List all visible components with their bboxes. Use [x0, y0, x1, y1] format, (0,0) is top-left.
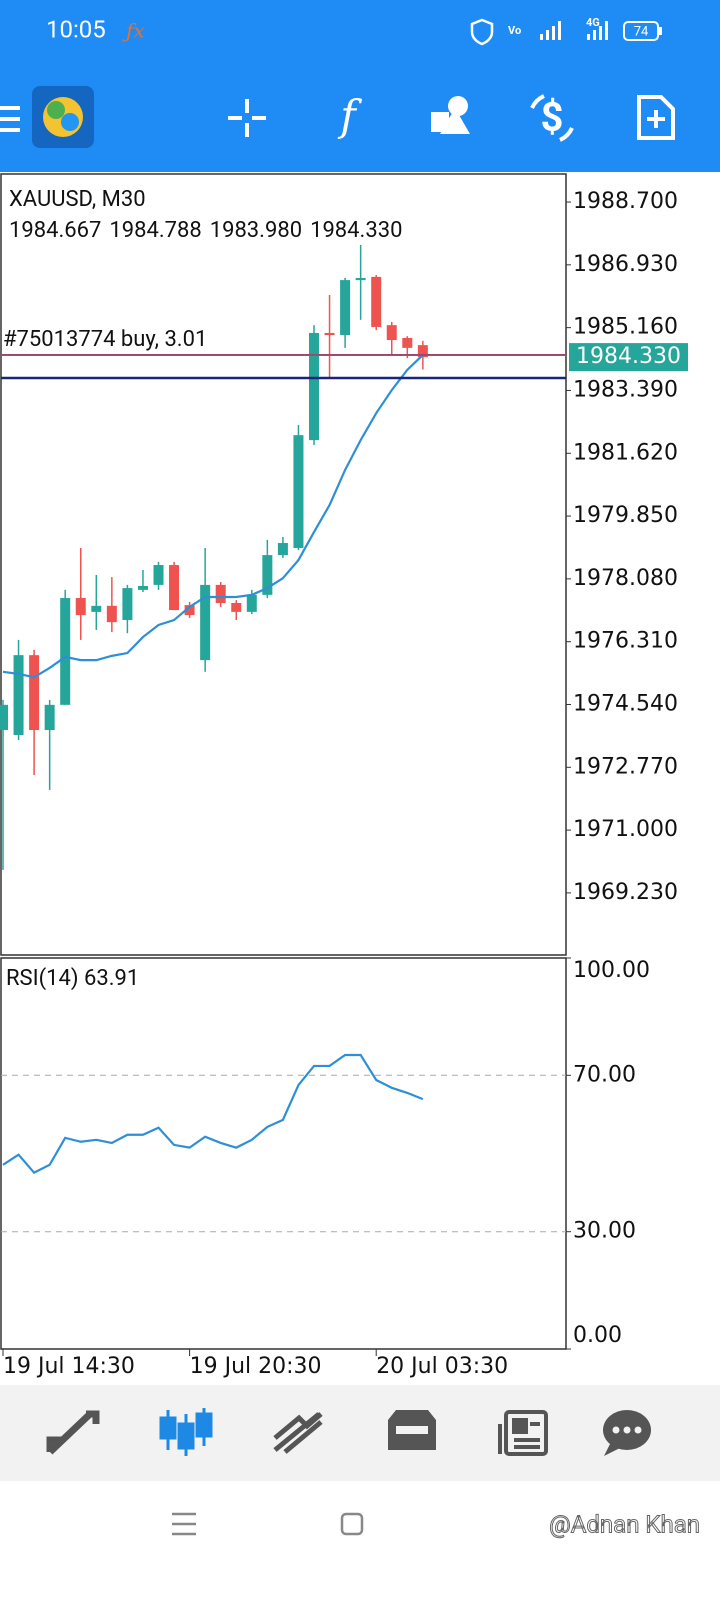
candle-body — [0, 704, 8, 731]
rsi-pane — [0, 957, 567, 1350]
app-logo[interactable] — [32, 86, 94, 148]
battery-level: 74 — [634, 24, 649, 39]
price-tick-label: 1981.620 — [573, 440, 678, 465]
time-label: 19 Jul 14:30 — [3, 1354, 135, 1379]
battery-icon — [623, 21, 659, 41]
trade-tab[interactable] — [273, 1412, 323, 1454]
time-label: 20 Jul 03:30 — [376, 1354, 508, 1379]
menu-button[interactable] — [0, 106, 20, 132]
candle-body — [246, 594, 257, 612]
candle-body — [277, 543, 288, 556]
price-tick-label: 1969.230 — [573, 880, 678, 905]
rsi-tick-label: 30.00 — [573, 1219, 636, 1244]
candle-body — [184, 605, 195, 616]
candle-body — [309, 332, 319, 441]
candle-body — [137, 585, 148, 590]
symbol-title: XAUUSD, M30 — [9, 187, 146, 212]
system-nav — [172, 1512, 364, 1536]
ohlc-high: 1984.788 — [109, 218, 201, 243]
candle-body — [13, 655, 24, 735]
trade-arrows — [530, 94, 574, 142]
fx-icon: ƒx — [122, 19, 145, 43]
candle-body — [169, 565, 180, 611]
candle-body — [324, 332, 335, 336]
crosshair-button[interactable] — [228, 99, 266, 137]
network-type: 4G — [586, 16, 600, 29]
candle-body — [91, 605, 102, 612]
price-tick-label: 1976.310 — [573, 629, 678, 654]
rsi-tick-label: 100.00 — [573, 958, 650, 983]
history-tab[interactable] — [388, 1410, 436, 1450]
bid-label: 1984.330 — [576, 344, 681, 369]
trade-button[interactable]: $ — [541, 94, 564, 141]
price-tick-label: 1985.160 — [573, 315, 678, 340]
candle-body — [293, 435, 304, 548]
candle-body — [122, 588, 133, 621]
candle-body — [153, 565, 164, 585]
rsi-title: RSI(14) 63.91 — [6, 966, 139, 991]
news-tab[interactable] — [498, 1410, 548, 1456]
ohlc-open: 1984.667 — [9, 218, 101, 243]
price-pane — [0, 173, 567, 956]
chart-tab[interactable] — [159, 1408, 213, 1456]
candle-body — [200, 584, 211, 661]
rsi-line — [2, 1053, 424, 1175]
price-tick-label: 1974.540 — [573, 691, 678, 716]
candle-body — [75, 598, 86, 616]
price-tick-label: 1972.770 — [573, 754, 678, 779]
candle-body — [262, 555, 273, 595]
volte-icon: Vo — [508, 24, 521, 37]
price-tick-label: 1971.000 — [573, 817, 678, 842]
candle-body — [215, 584, 226, 603]
shield-icon — [470, 18, 494, 46]
price-tick-label: 1979.850 — [573, 503, 678, 528]
candle-body — [402, 337, 413, 348]
quotes-tab[interactable] — [46, 1410, 100, 1455]
ohlc-header: 1984.667 1984.788 1983.980 1984.330 — [9, 218, 402, 243]
candle-body — [417, 345, 428, 358]
bid-box — [569, 343, 688, 372]
time-label: 19 Jul 20:30 — [190, 1354, 322, 1379]
moving-average — [2, 354, 424, 679]
clock: 10:05 — [46, 15, 106, 43]
candle-body — [355, 277, 366, 281]
trade-label: #75013774 buy, 3.01 — [3, 327, 207, 352]
rsi-tick-label: 0.00 — [573, 1323, 622, 1348]
top-bar — [0, 0, 720, 172]
candle-body — [106, 605, 117, 623]
new-order-button[interactable] — [637, 95, 675, 140]
candle-body — [60, 598, 71, 705]
ohlc-close: 1984.330 — [310, 218, 402, 243]
rsi-tick-label: 70.00 — [573, 1062, 636, 1087]
price-tick-label: 1988.700 — [573, 189, 678, 214]
price-tick-label: 1978.080 — [573, 566, 678, 591]
candle-body — [371, 276, 382, 327]
ohlc-low: 1983.980 — [210, 218, 302, 243]
candle-body — [29, 655, 40, 731]
price-tick-label: 1986.930 — [573, 252, 678, 277]
signal-icon — [540, 21, 608, 40]
candle-body — [386, 325, 397, 341]
candle-body — [231, 603, 242, 612]
candle-body — [44, 704, 55, 731]
watermark: @Adnan Khan — [549, 1510, 700, 1538]
bottom-nav — [0, 1385, 720, 1481]
chat-tab[interactable] — [603, 1410, 651, 1456]
candle-body — [340, 280, 351, 336]
objects-button[interactable] — [431, 96, 470, 134]
battery-tip — [659, 27, 662, 35]
price-tick-label: 1983.390 — [573, 377, 678, 402]
